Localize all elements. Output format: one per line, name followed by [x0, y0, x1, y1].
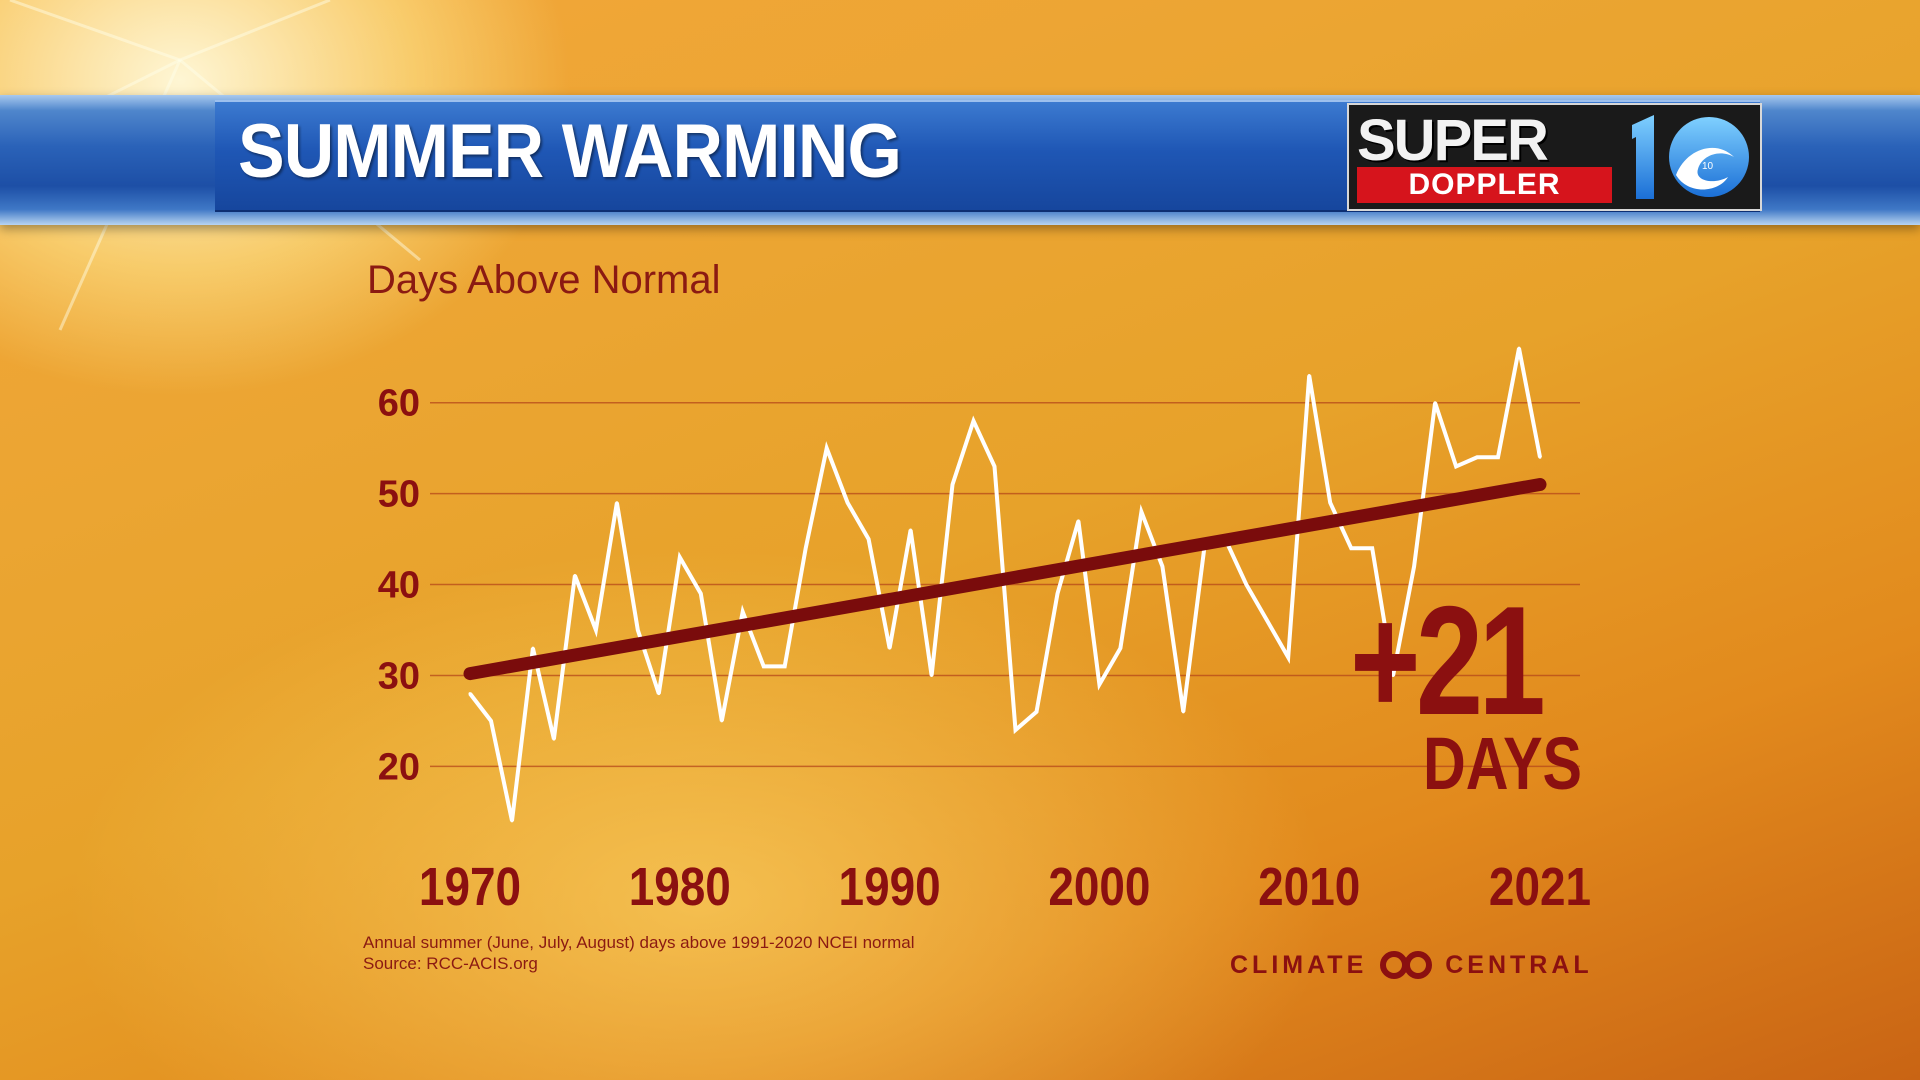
logo-doppler-text: DOPPLER [1357, 167, 1612, 203]
data-point [909, 528, 913, 532]
data-point [1160, 564, 1164, 568]
y-axis-label: Days Above Normal [367, 258, 721, 302]
data-point [1118, 646, 1122, 650]
footnote-description: Annual summer (June, July, August) days … [363, 933, 915, 952]
data-point [1265, 619, 1269, 623]
data-point [720, 719, 724, 723]
page-title: SUMMER WARMING [238, 109, 902, 194]
data-point [783, 664, 787, 668]
data-point [573, 573, 577, 577]
y-tick-label: 50 [378, 474, 420, 516]
data-point [1181, 710, 1185, 714]
footnote-source: Source: RCC-ACIS.org [363, 954, 538, 973]
logo-super-text: SUPER [1357, 108, 1549, 173]
data-point [1286, 655, 1290, 659]
x-tick-label: 1970 [419, 857, 521, 917]
data-point [888, 646, 892, 650]
data-point [1475, 455, 1479, 459]
data-point [1496, 455, 1500, 459]
data-point [1307, 373, 1311, 377]
y-tick-label: 20 [378, 746, 420, 788]
logo-ten-icon: 10 [1632, 115, 1749, 199]
infinity-icon [1380, 951, 1433, 979]
data-point [1097, 683, 1101, 687]
data-point [1433, 401, 1437, 405]
data-point [657, 692, 661, 696]
data-point [1391, 673, 1395, 677]
data-point [762, 664, 766, 668]
data-point [552, 737, 556, 741]
data-point [1328, 501, 1332, 505]
data-point [1517, 346, 1521, 350]
data-point [951, 483, 955, 487]
change-value: +21 [1350, 574, 1546, 747]
data-point [489, 719, 493, 723]
data-point [846, 501, 850, 505]
footnote: Annual summer (June, July, August) days … [363, 932, 915, 974]
x-tick-label: 2000 [1048, 857, 1150, 917]
data-point [867, 537, 871, 541]
data-point [1244, 583, 1248, 587]
change-unit: DAYS [1423, 722, 1583, 805]
x-tick-label: 1990 [839, 857, 941, 917]
climate-central-logo: CLIMATE CENTRAL [1230, 950, 1593, 980]
data-point [1013, 728, 1017, 732]
data-point [615, 501, 619, 505]
data-point [993, 464, 997, 468]
y-tick-label: 30 [378, 655, 420, 697]
y-tick-label: 60 [378, 383, 420, 425]
data-point [699, 592, 703, 596]
logo-number: 10 [1702, 161, 1714, 172]
data-point [741, 610, 745, 614]
data-point [1349, 546, 1353, 550]
x-tick-label: 2021 [1489, 857, 1591, 917]
data-series-line [468, 347, 1542, 822]
x-tick-label: 2010 [1258, 857, 1360, 917]
data-point [930, 673, 934, 677]
data-point [594, 628, 598, 632]
data-point [972, 419, 976, 423]
data-point [1454, 464, 1458, 468]
data-point [1076, 519, 1080, 523]
data-point [1412, 564, 1416, 568]
data-point [510, 819, 514, 823]
data-point [636, 628, 640, 632]
trend-line [463, 478, 1547, 681]
brand-left-text: CLIMATE [1230, 950, 1368, 979]
data-point [531, 646, 535, 650]
data-point [825, 446, 829, 450]
data-point [1538, 455, 1542, 459]
data-point [468, 692, 472, 696]
data-point [1370, 546, 1374, 550]
y-tick-label: 40 [378, 565, 420, 607]
station-logo: SUPER DOPPLER 10 [1347, 103, 1762, 211]
x-tick-label: 1980 [629, 857, 731, 917]
data-point [1055, 592, 1059, 596]
data-point [804, 546, 808, 550]
brand-right-text: CENTRAL [1445, 950, 1593, 979]
data-point [1139, 510, 1143, 514]
data-point [678, 555, 682, 559]
data-point [1034, 710, 1038, 714]
